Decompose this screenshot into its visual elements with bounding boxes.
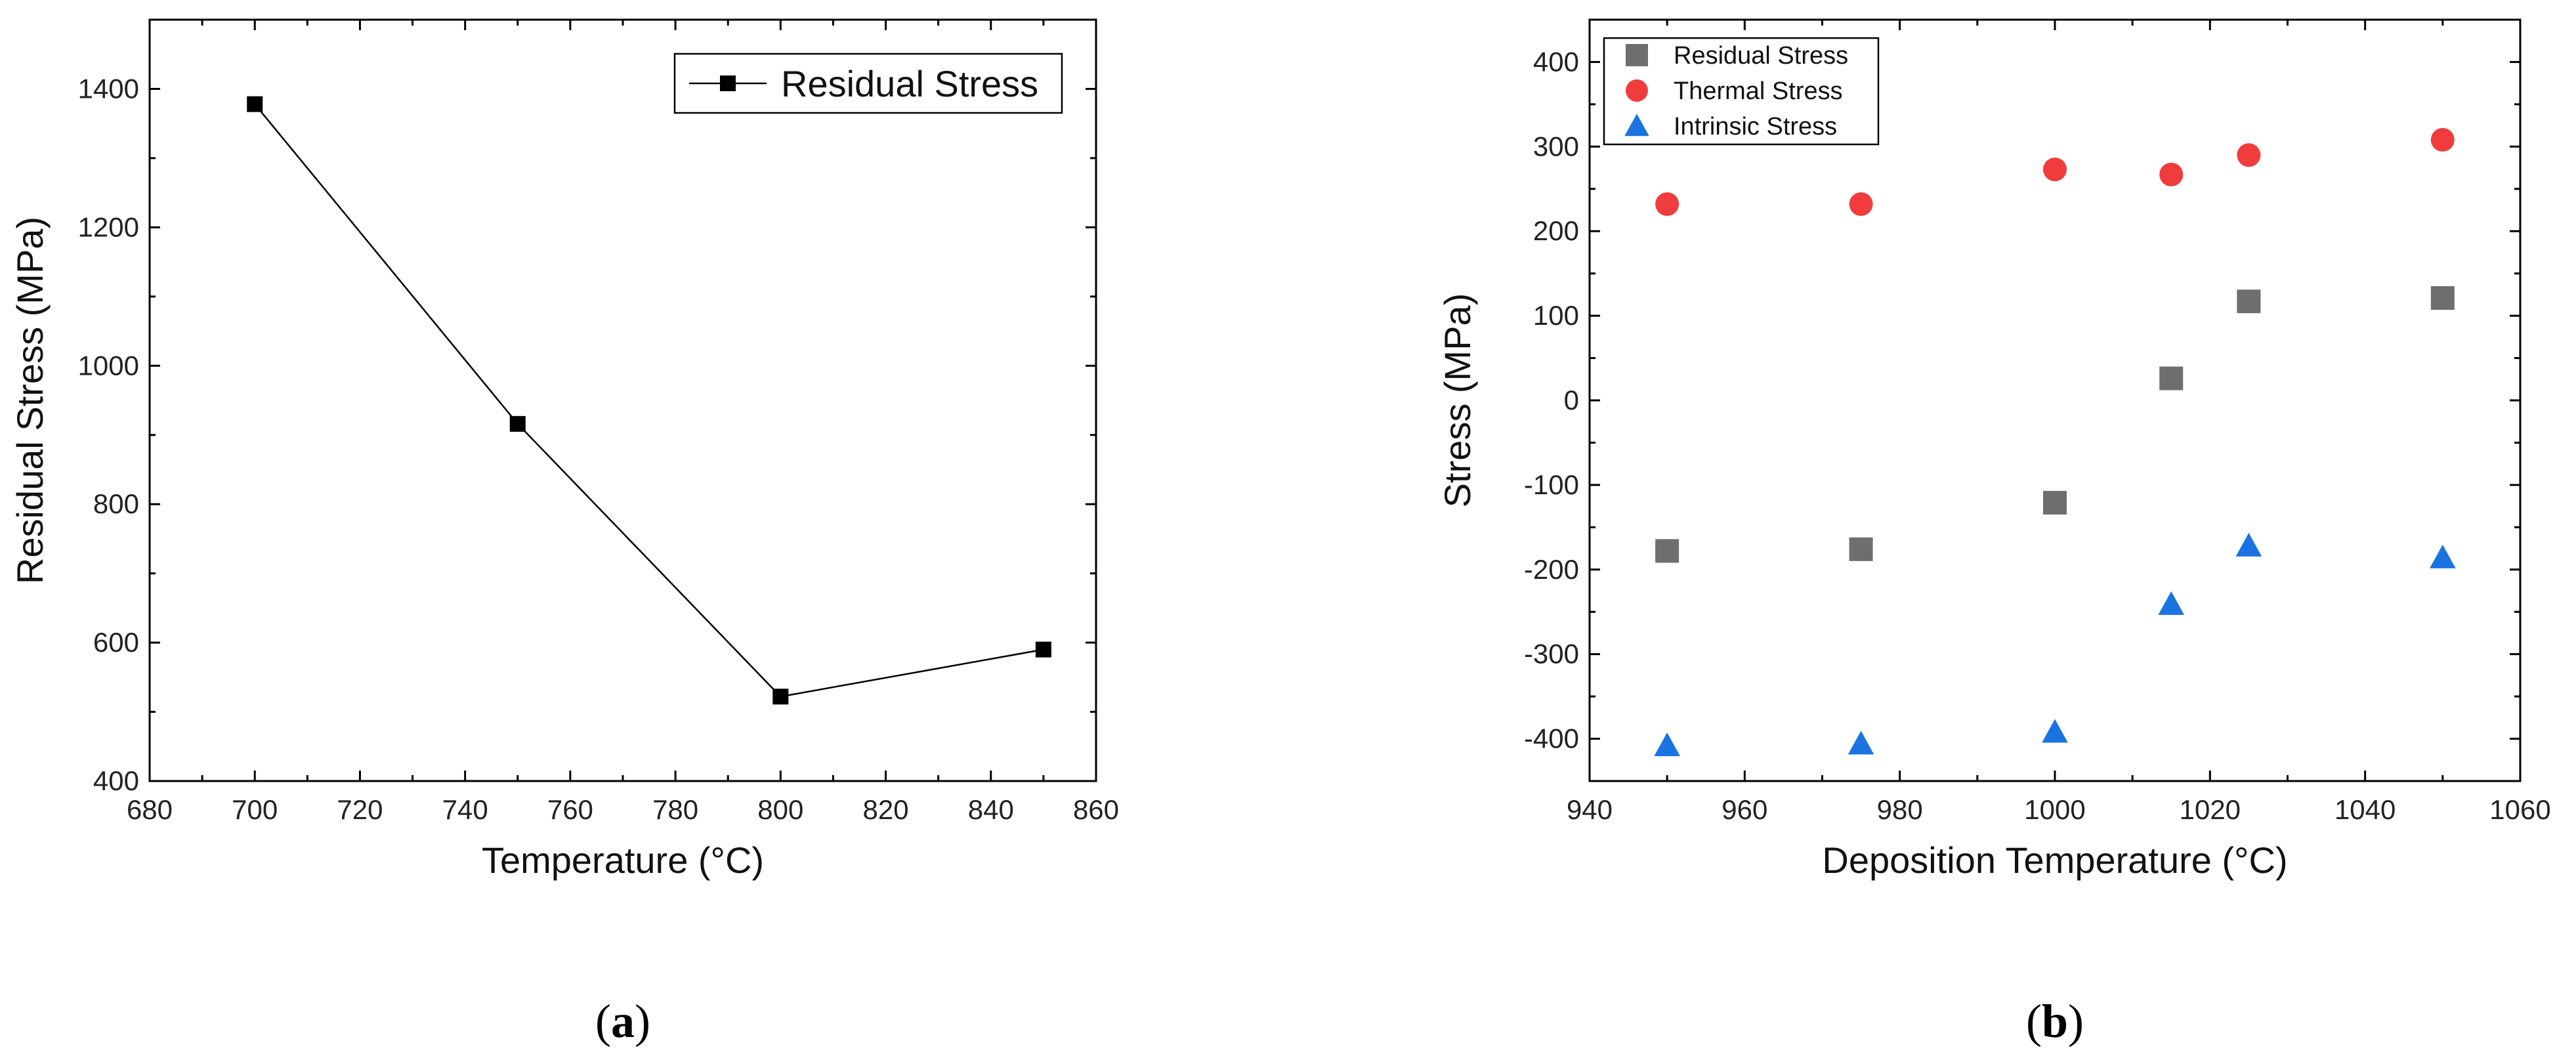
legend-label-intrinsic-stress: Intrinsic Stress xyxy=(1674,113,1837,140)
x-tick-label: 1040 xyxy=(2334,794,2396,825)
panel-label-letter: b xyxy=(2042,995,2068,1047)
legend: Residual Stress xyxy=(673,53,1063,114)
panel-label-close: ) xyxy=(635,995,650,1047)
x-tick-label: 820 xyxy=(863,794,909,825)
x-tick-label: 1060 xyxy=(2489,794,2550,825)
data-point-thermal-stress xyxy=(2043,158,2067,182)
y-tick-label: 1200 xyxy=(78,211,139,242)
x-axis-title: Temperature (°C) xyxy=(482,839,764,881)
legend-box xyxy=(1603,37,1880,146)
panel-label-open: ( xyxy=(595,995,611,1047)
x-tick-label: 940 xyxy=(1567,794,1613,825)
y-tick-label: -400 xyxy=(1524,723,1579,754)
legend-marker-intrinsic-stress xyxy=(1624,114,1649,137)
data-point-residual-stress xyxy=(1849,537,1873,561)
panel-label-open: ( xyxy=(2026,995,2042,1047)
data-point-thermal-stress xyxy=(1849,192,1873,216)
x-tick-label: 740 xyxy=(442,794,488,825)
data-point-thermal-stress xyxy=(2237,143,2261,167)
data-point-residual-stress xyxy=(2159,366,2184,391)
data-point-intrinsic-stress xyxy=(2430,544,2456,568)
data-point-residual-stress xyxy=(1035,641,1051,658)
data-point-intrinsic-stress xyxy=(1654,732,1680,757)
legend-marker-thermal-stress xyxy=(1626,79,1648,102)
y-tick-label: 200 xyxy=(1533,215,1579,246)
chart-panel-b: 940 960 980 1000 1020 1040 1060-400-300-200-10… xyxy=(1437,18,2551,1047)
y-axis-title: Residual Stress (MPa) xyxy=(9,217,51,584)
y-tick-label: 0 xyxy=(1564,385,1579,415)
y-tick-label: 100 xyxy=(1533,300,1579,331)
x-tick-label: 1020 xyxy=(2180,794,2241,825)
data-point-residual-stress xyxy=(1655,539,1679,563)
y-tick-label: 600 xyxy=(93,627,139,658)
x-tick-label: 720 xyxy=(337,794,383,825)
data-point-residual-stress xyxy=(2430,286,2455,310)
legend-label-thermal-stress: Thermal Stress xyxy=(1674,77,1843,105)
data-point-thermal-stress xyxy=(2159,162,2184,186)
legend-label-residual-stress: Residual Stress xyxy=(1674,42,1848,70)
data-point-intrinsic-stress xyxy=(1848,730,1874,755)
x-tick-label: 980 xyxy=(1877,794,1923,825)
legend-marker-residual-stress xyxy=(1626,44,1648,66)
data-point-intrinsic-stress xyxy=(2042,719,2068,743)
panel-label: (b) xyxy=(2026,995,2084,1047)
x-tick-label: 860 xyxy=(1073,794,1119,825)
x-tick-label: 780 xyxy=(652,794,698,825)
data-point-residual-stress xyxy=(2043,490,2067,515)
x-tick-label: 1000 xyxy=(2024,794,2085,825)
series-line-residual-stress xyxy=(254,103,1044,698)
x-tick-label: 760 xyxy=(547,794,593,825)
x-tick-label: 840 xyxy=(968,794,1014,825)
y-tick-label: 1000 xyxy=(78,350,139,381)
panel-label-close: ) xyxy=(2068,995,2084,1047)
panel-label: (a) xyxy=(595,995,650,1047)
y-tick-label: 300 xyxy=(1533,131,1579,161)
y-tick-label: 1400 xyxy=(78,73,139,104)
data-point-intrinsic-stress xyxy=(2235,532,2262,557)
legend-label: Residual Stress xyxy=(781,63,1038,104)
data-point-residual-stress xyxy=(2237,289,2261,314)
chart-panel-a: 680 700 720 740 760 780 800 820 840 860 400 600 800 1… xyxy=(9,18,1119,1047)
x-tick-label: 960 xyxy=(1721,794,1767,825)
data-point-residual-stress xyxy=(772,688,789,705)
panel-label-letter: a xyxy=(611,995,635,1047)
x-axis-title: Deposition Temperature (°C) xyxy=(1822,839,2287,881)
y-tick-label: 400 xyxy=(1533,46,1579,77)
plot-frame xyxy=(148,18,1097,782)
y-tick-label: 800 xyxy=(93,488,139,519)
y-tick-label: -100 xyxy=(1524,469,1579,500)
data-point-thermal-stress xyxy=(2430,128,2455,152)
data-point-residual-stress xyxy=(509,415,526,432)
y-axis-title: Stress (MPa) xyxy=(1437,293,1478,508)
y-tick-label: 400 xyxy=(93,765,139,796)
data-point-intrinsic-stress xyxy=(2158,591,2185,615)
y-tick-label: -300 xyxy=(1524,639,1579,669)
x-tick-label: 680 xyxy=(127,794,173,825)
x-tick-label: 800 xyxy=(757,794,803,825)
data-point-thermal-stress xyxy=(1655,192,1679,216)
legend: Residual Stress Thermal Stress Intrinsic S… xyxy=(1603,37,1880,146)
y-tick-label: -200 xyxy=(1524,554,1579,585)
x-tick-label: 700 xyxy=(232,794,278,825)
data-point-residual-stress xyxy=(247,96,263,112)
legend-marker xyxy=(720,75,736,91)
